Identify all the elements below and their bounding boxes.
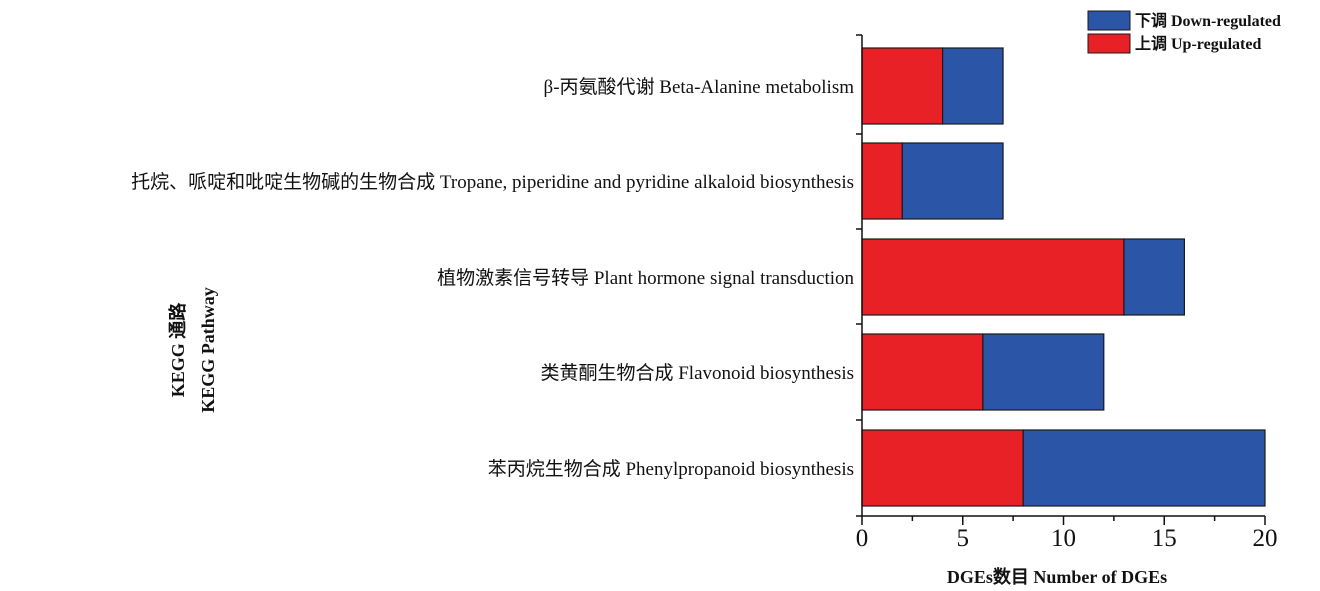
category-label-5: 苯丙烷生物合成 Phenylpropanoid biosynthesis <box>488 458 854 480</box>
category-label-3: 植物激素信号转导 Plant hormone signal transducti… <box>437 267 854 289</box>
axes <box>856 34 1266 525</box>
bar-segment-up-5 <box>861 429 1024 507</box>
bar-segment-down-5 <box>1022 429 1266 507</box>
legend-label-down: 下调 Down-regulated <box>1135 12 1281 30</box>
y-axis-title-line-2: KEGG Pathway <box>198 287 218 413</box>
bar-segment-up-1 <box>861 47 944 125</box>
bar-segment-down-2 <box>901 142 1004 220</box>
bar-segment-down-3 <box>1123 238 1185 316</box>
x-axis-title: DGEs数目 Number of DGEs <box>947 566 1167 587</box>
category-label-1: β-丙氨酸代谢 Beta-Alanine metabolism <box>544 76 855 98</box>
x-tick-label-15: 15 <box>1152 525 1177 552</box>
bar-segment-up-4 <box>861 333 984 411</box>
category-label-2: 托烷、哌啶和吡啶生物碱的生物合成 Tropane, piperidine and… <box>131 171 854 193</box>
legend: 下调 Down-regulated 上调 Up-regulated <box>1087 10 1281 54</box>
y-axis-title: KEGG 通路 KEGG Pathway <box>167 287 218 413</box>
x-tick-label-20: 20 <box>1253 525 1278 552</box>
y-axis-title-line-1: KEGG 通路 <box>167 302 188 398</box>
category-label-4: 类黄酮生物合成 Flavonoid biosynthesis <box>540 362 854 384</box>
bars-group <box>861 47 1266 507</box>
x-tick-labels: 0 5 10 15 20 <box>856 525 1278 552</box>
bar-segment-down-4 <box>982 333 1105 411</box>
x-tick-label-10: 10 <box>1051 525 1076 552</box>
category-labels: β-丙氨酸代谢 Beta-Alanine metabolism 托烷、哌啶和吡啶生… <box>131 76 854 480</box>
bar-segment-up-3 <box>861 238 1125 316</box>
x-tick-label-0: 0 <box>856 525 869 552</box>
legend-swatch-down <box>1087 10 1131 31</box>
bar-segment-down-1 <box>941 47 1004 125</box>
bar-segment-up-2 <box>861 142 903 220</box>
legend-swatch-up <box>1087 33 1131 54</box>
x-tick-label-5: 5 <box>957 525 970 552</box>
legend-label-up: 上调 Up-regulated <box>1135 35 1261 53</box>
